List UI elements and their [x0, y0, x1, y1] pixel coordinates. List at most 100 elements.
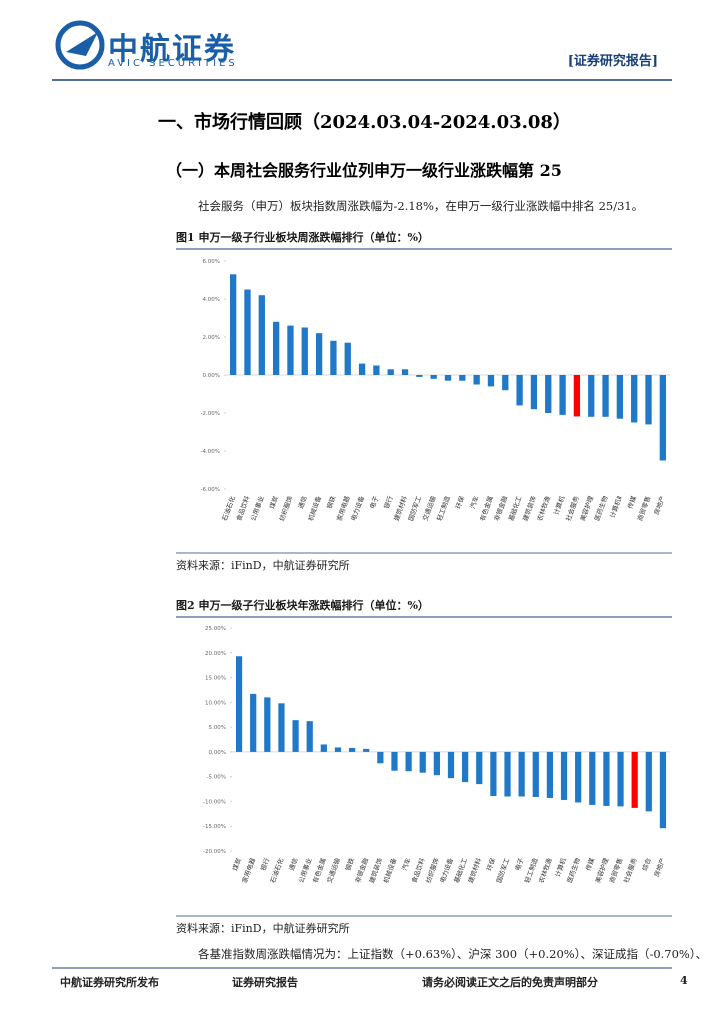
bar [334, 747, 342, 752]
x-tick-label: 通信 [287, 856, 300, 872]
bar [588, 375, 595, 417]
y-tick-label: -10.00% [203, 799, 226, 805]
bar [230, 274, 237, 375]
x-tick-label: 计算机 [551, 494, 566, 516]
x-tick-label: 钢铁 [343, 856, 356, 872]
bar [278, 703, 285, 752]
y-tick-label: -5.00% [207, 775, 226, 781]
bar [603, 751, 610, 806]
bar [560, 751, 568, 800]
bar [487, 375, 495, 387]
bar [235, 656, 243, 752]
bar [473, 375, 480, 385]
bar [617, 751, 624, 807]
x-tick-label: 通信 [296, 494, 309, 510]
y-tick-label: 4.00% [203, 297, 220, 303]
bar [589, 751, 596, 805]
x-tick-label: 传媒 [625, 494, 638, 510]
y-tick-label: 10.00% [205, 700, 226, 706]
y-tick-label: 15.00% [205, 676, 226, 682]
y-tick-label: 6.00% [203, 259, 220, 265]
source: 资料来源：iFinD，中航证券研究所 [176, 559, 350, 572]
x-tick-label: 煤炭 [267, 494, 280, 510]
page-number: 4 [680, 974, 688, 987]
bar [444, 375, 452, 381]
x-tick-label: 银行 [258, 856, 271, 872]
logo-subtext: AVIC SECURITIES [108, 58, 238, 69]
bar [645, 375, 652, 425]
x-tick-label: 综合 [640, 856, 653, 872]
bar [348, 747, 356, 752]
bar [358, 363, 366, 375]
bar [659, 375, 666, 461]
bar [387, 369, 394, 375]
bar [363, 748, 370, 752]
bar [292, 720, 299, 752]
y-tick-label: 0.00% [209, 750, 226, 756]
footer-center: 证券研究报告 [232, 976, 298, 989]
x-tick-label: 计算机 [553, 856, 568, 878]
y-tick-label: -20.00% [203, 849, 226, 855]
x-tick-label: 电子 [367, 494, 380, 510]
bar [476, 751, 483, 785]
report-tag: [证券研究报告] [567, 54, 658, 69]
bar [545, 375, 552, 413]
bar [430, 375, 437, 379]
bar [401, 369, 409, 375]
x-tick-label: 汽车 [400, 856, 413, 872]
bar [546, 751, 554, 798]
bar [573, 375, 581, 417]
bar [391, 751, 398, 771]
source: 资料来源：iFinD，中航证券研究所 [176, 922, 350, 935]
bar [315, 333, 323, 375]
bar [405, 751, 412, 772]
y-tick-label: 2.00% [203, 335, 220, 341]
bar [377, 751, 384, 764]
y-tick-label: -15.00% [203, 824, 226, 830]
x-tick-label: 汽车 [468, 494, 481, 510]
bar [516, 375, 523, 406]
figure-title: 图1 申万一级子行业板块周涨跌幅排行（单位：%） [176, 231, 429, 244]
x-tick-label: 环保 [484, 856, 497, 872]
x-tick-label: 房地产 [652, 856, 667, 878]
footer-left: 中航证券研究所发布 [60, 976, 159, 989]
bar [530, 375, 538, 410]
bar [301, 327, 308, 375]
bar [244, 289, 251, 375]
bar [602, 375, 609, 417]
x-tick-label: 计算机Ⅱ [608, 495, 624, 519]
y-tick-label: 20.00% [205, 651, 226, 657]
bar [532, 751, 539, 797]
x-tick-label: 环保 [453, 494, 466, 510]
paragraph: 社会服务（申万）板块指数周涨跌幅为-2.18%，在申万一级行业涨跌幅中排名 25… [198, 199, 644, 213]
bar [419, 751, 426, 773]
figure-title: 图2 申万一级子行业板块年涨跌幅排行（单位：%） [176, 599, 429, 612]
x-tick-label: 钢铁 [324, 494, 337, 510]
bar [659, 751, 667, 829]
y-tick-label: 0.00% [203, 373, 220, 379]
bar [575, 751, 582, 803]
logo-text: 中航证券 [108, 32, 236, 67]
bar [616, 375, 624, 419]
y-tick-label: 5.00% [209, 725, 226, 731]
bar [264, 697, 271, 752]
bar [631, 375, 638, 423]
logo-plane [66, 32, 98, 56]
subheading: （一）本周社会服务行业位列申万一级行业涨跌幅第 25 [166, 161, 562, 180]
chart: -20.00% -15.00% -10.00% -5.00% 0.00% 5.00% 10.… [203, 626, 670, 884]
bar [459, 375, 466, 381]
y-tick-label: -2.00% [201, 411, 220, 417]
x-tick-label: 电子 [513, 856, 526, 872]
bar [272, 321, 280, 375]
bar [462, 751, 469, 783]
footer-right: 请务必阅读正文之后的免责声明部分 [422, 976, 598, 989]
x-tick-label: 银行 [382, 494, 395, 510]
y-tick-label: -6.00% [201, 487, 220, 493]
bar [631, 751, 638, 808]
bar [250, 693, 257, 752]
bar [502, 375, 509, 391]
y-tick-label: -4.00% [201, 449, 220, 455]
bar [258, 295, 265, 375]
